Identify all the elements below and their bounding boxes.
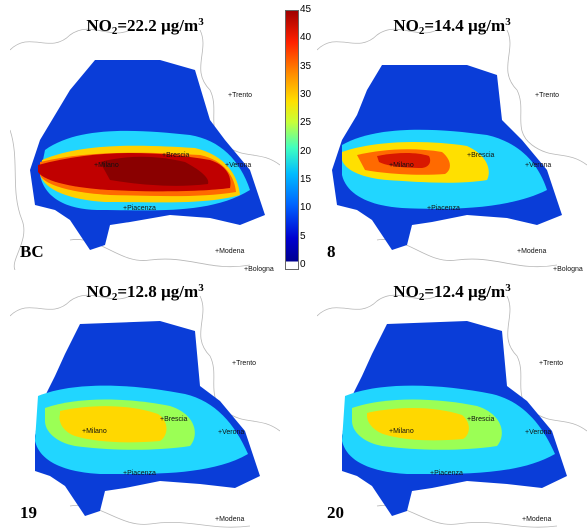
city-verona: +Verona xyxy=(225,162,252,169)
yellow-belt xyxy=(367,407,469,441)
border-line xyxy=(199,295,280,432)
yellow-belt xyxy=(59,406,167,443)
map-panel-8: +Trento +Brescia +Verona +Milano +Piacen… xyxy=(317,10,587,273)
city-verona: +Verona xyxy=(525,162,552,169)
colorbar-tick: 0 xyxy=(300,259,306,270)
city-piacenza: +Piacenza xyxy=(123,470,156,477)
colorbar-tick: 10 xyxy=(300,202,312,213)
border-line xyxy=(317,294,438,317)
city-trento: +Trento xyxy=(228,92,253,99)
hotspot-core xyxy=(377,153,431,168)
colorbar-tick: 20 xyxy=(300,146,312,157)
panel-label: 19 xyxy=(20,503,37,522)
colorbar-tick: 25 xyxy=(300,117,312,128)
city-trento: +Trento xyxy=(232,360,257,367)
city-modena: +Modena xyxy=(215,516,245,523)
border-line xyxy=(317,28,438,51)
no2-map-bc xyxy=(10,28,280,270)
panel-label: 20 xyxy=(327,503,344,522)
city-bologna: +Bologna xyxy=(553,266,583,273)
city-bologna: +Bologna xyxy=(244,266,274,273)
hotspot-peak xyxy=(100,156,209,186)
border-line xyxy=(506,29,587,166)
colorbar-tick: 35 xyxy=(300,61,312,72)
colorbar-tick: 5 xyxy=(300,231,306,242)
city-trento: +Trento xyxy=(535,92,560,99)
city-brescia: +Brescia xyxy=(160,416,188,423)
city-modena: +Modena xyxy=(522,516,552,523)
panel-label: 8 xyxy=(327,242,336,261)
city-trento: +Trento xyxy=(539,360,564,367)
no2-map-8 xyxy=(317,28,587,268)
city-verona: +Verona xyxy=(525,429,552,436)
map-panel-20: +Trento +Brescia +Verona +Milano +Piacen… xyxy=(317,276,587,531)
panel-label: BC xyxy=(20,242,44,261)
map-panel-bc: +Trento +Brescia +Verona +Milano +Piacen… xyxy=(10,10,280,273)
border-line xyxy=(10,294,131,317)
colorbar xyxy=(285,10,299,270)
city-modena: +Modena xyxy=(215,248,245,255)
panel-title: NO2=12.8 µg/m3 xyxy=(86,282,204,303)
city-piacenza: +Piacenza xyxy=(123,205,156,212)
colorbar-tick: 45 xyxy=(300,4,312,15)
city-modena: +Modena xyxy=(517,248,547,255)
panel-title: NO2=14.4 µg/m3 xyxy=(393,16,511,37)
city-milano: +Milano xyxy=(94,162,119,169)
colorbar-tick: 15 xyxy=(300,174,312,185)
city-brescia: +Brescia xyxy=(467,152,495,159)
panel-title: NO2=22.2 µg/m3 xyxy=(86,16,204,37)
colorbar-tick: 30 xyxy=(300,89,312,100)
city-brescia: +Brescia xyxy=(162,152,190,159)
city-milano: +Milano xyxy=(82,428,107,435)
panel-title: NO2=12.4 µg/m3 xyxy=(393,282,511,303)
city-verona: +Verona xyxy=(218,429,245,436)
no2-map-19 xyxy=(10,294,280,528)
colorbar-tick: 40 xyxy=(300,32,312,43)
border-line xyxy=(10,129,25,270)
city-piacenza: +Piacenza xyxy=(427,205,460,212)
border-line xyxy=(199,29,280,166)
city-milano: +Milano xyxy=(389,428,414,435)
city-brescia: +Brescia xyxy=(467,416,495,423)
city-piacenza: +Piacenza xyxy=(430,470,463,477)
no2-map-20 xyxy=(317,294,587,528)
map-panel-19: +Trento +Brescia +Verona +Milano +Piacen… xyxy=(10,276,280,531)
city-milano: +Milano xyxy=(389,162,414,169)
border-line xyxy=(10,28,131,51)
border-line xyxy=(506,295,587,432)
